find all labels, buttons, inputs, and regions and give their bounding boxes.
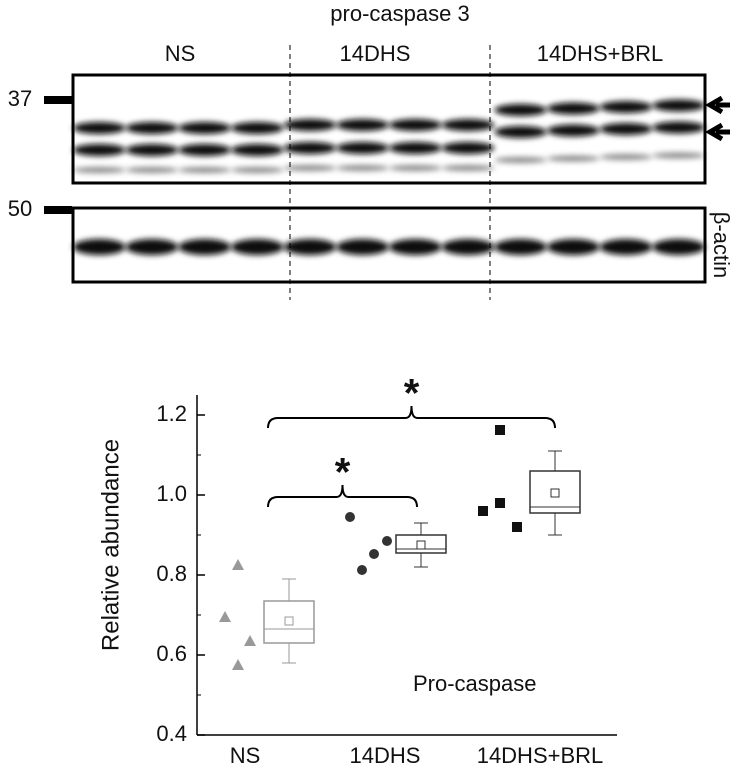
lane-label: 14DHS [340, 41, 411, 66]
blot-band [389, 119, 442, 131]
blot-band [283, 119, 337, 131]
actin-band [336, 239, 389, 255]
data-point [244, 635, 256, 646]
data-point [512, 522, 522, 532]
blot-band [283, 142, 337, 154]
actin-band [441, 239, 495, 255]
blot-band [336, 119, 389, 131]
blot-band [441, 119, 495, 131]
y-tick-label: 0.6 [156, 641, 187, 666]
data-point [232, 659, 244, 670]
lane-label: NS [165, 41, 196, 66]
x-tick-label: 14DHS [350, 743, 421, 768]
blot-band [494, 126, 547, 138]
actin-band [73, 239, 126, 255]
actin-band [231, 239, 284, 255]
blot-band [547, 124, 600, 137]
annotation: Pro-caspase [413, 671, 537, 696]
y-tick-label: 0.8 [156, 561, 187, 586]
blot-band [547, 102, 600, 115]
blot-band [336, 142, 389, 154]
blot-bands [73, 99, 706, 255]
blot-band [389, 165, 442, 171]
blot-band [73, 144, 126, 156]
blot-band [652, 121, 706, 134]
blot-band [231, 122, 284, 134]
blot-band [231, 167, 284, 173]
actin-band [547, 239, 600, 255]
band-arrow [705, 122, 730, 142]
blot-band [231, 144, 284, 156]
lane-label: 14DHS+BRL [537, 41, 664, 66]
blot-frame [71, 73, 707, 185]
marker-bar [44, 96, 72, 104]
y-tick-label: 1.2 [156, 401, 187, 426]
box [263, 600, 315, 644]
blot-band [441, 142, 495, 154]
actin-band [389, 239, 442, 255]
significance-bracket [267, 405, 556, 429]
blot-band [494, 104, 547, 116]
blot-band [125, 122, 179, 134]
data-point [345, 512, 355, 522]
mean [416, 540, 426, 550]
blot-band [494, 157, 547, 163]
actin-band [652, 239, 706, 255]
box [395, 534, 447, 554]
data-point [495, 425, 505, 435]
significance-label: * [404, 372, 420, 416]
y-axis-label: Relative abundance [97, 439, 124, 651]
x-tick-label: NS [230, 743, 261, 768]
blot-band [178, 122, 232, 134]
blot-band [283, 165, 337, 171]
blot-band [389, 142, 442, 154]
blot-band [599, 101, 653, 113]
data-point [478, 506, 488, 516]
blot-band [125, 144, 179, 156]
significance-bracket [267, 484, 418, 508]
blot-band [441, 165, 495, 171]
data-point [369, 549, 379, 559]
data-point [382, 536, 392, 546]
actin-band [125, 239, 179, 255]
actin-band [494, 239, 547, 255]
blot-band [125, 167, 179, 173]
data-point [495, 498, 505, 508]
y-tick-label: 1.0 [156, 481, 187, 506]
blot-band [178, 144, 232, 156]
significance-label: * [335, 451, 351, 495]
loading-label: β-actin [709, 212, 734, 278]
marker-bar [44, 206, 72, 214]
actin-band [178, 239, 232, 255]
blot-band [599, 123, 653, 135]
blot-band [73, 122, 126, 134]
mean [550, 488, 560, 498]
x-tick-label: 14DHS+BRL [477, 743, 604, 768]
blot-band [336, 165, 389, 171]
band-arrow [705, 95, 730, 115]
size-marker: 50 [8, 196, 32, 221]
y-tick-label: 0.4 [156, 721, 187, 746]
mean [284, 616, 294, 626]
blot-band [73, 167, 126, 173]
actin-band [599, 239, 653, 255]
size-marker: 37 [8, 86, 32, 111]
blot-band [178, 167, 232, 173]
blot-band [547, 155, 600, 162]
data-point [232, 559, 244, 570]
blot-band [652, 152, 706, 159]
blot-title: pro-caspase 3 [330, 1, 469, 26]
actin-band [283, 239, 337, 255]
blot-band [599, 154, 653, 160]
actin-frame [71, 206, 707, 284]
box [529, 470, 581, 514]
data-point [219, 611, 231, 622]
blot-band [652, 99, 706, 112]
data-point [357, 565, 367, 575]
